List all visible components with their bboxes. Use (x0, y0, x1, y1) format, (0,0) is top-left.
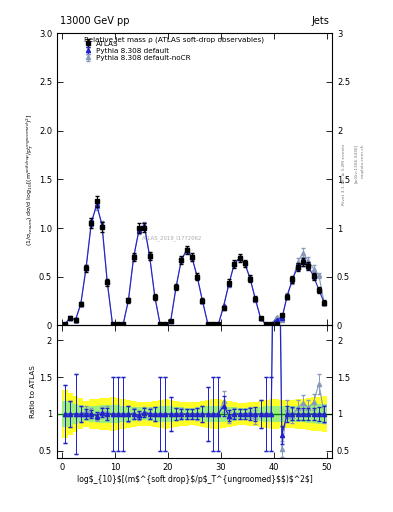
Y-axis label: (1/σ$_{resum}$) dσ/d log$_{10}$[(m$^{soft drop}$/p$_T^{ungroomed}$)$^2$]: (1/σ$_{resum}$) dσ/d log$_{10}$[(m$^{sof… (25, 113, 36, 246)
X-axis label: log$_{10}$[(m$^{soft drop}$/p$_T^{ungroomed}$$)$^2$]: log$_{10}$[(m$^{soft drop}$/p$_T^{ungroo… (77, 475, 312, 484)
Text: 13000 GeV pp: 13000 GeV pp (60, 16, 129, 26)
Text: [arXiv:1306.3436]: [arXiv:1306.3436] (354, 143, 358, 183)
Text: Jets: Jets (312, 16, 329, 26)
Text: ATLAS_2019_I1772062: ATLAS_2019_I1772062 (142, 235, 203, 241)
Text: Rivet 3.1.10; ≥ 3.2M events: Rivet 3.1.10; ≥ 3.2M events (342, 143, 346, 205)
Y-axis label: Ratio to ATLAS: Ratio to ATLAS (30, 366, 36, 418)
Text: Relative jet mass ρ (ATLAS soft-drop observables): Relative jet mass ρ (ATLAS soft-drop obs… (84, 36, 264, 42)
Text: mcplots.cern.ch: mcplots.cern.ch (361, 143, 365, 178)
Legend: ATLAS, Pythia 8.308 default, Pythia 8.308 default-noCR: ATLAS, Pythia 8.308 default, Pythia 8.30… (83, 40, 191, 61)
